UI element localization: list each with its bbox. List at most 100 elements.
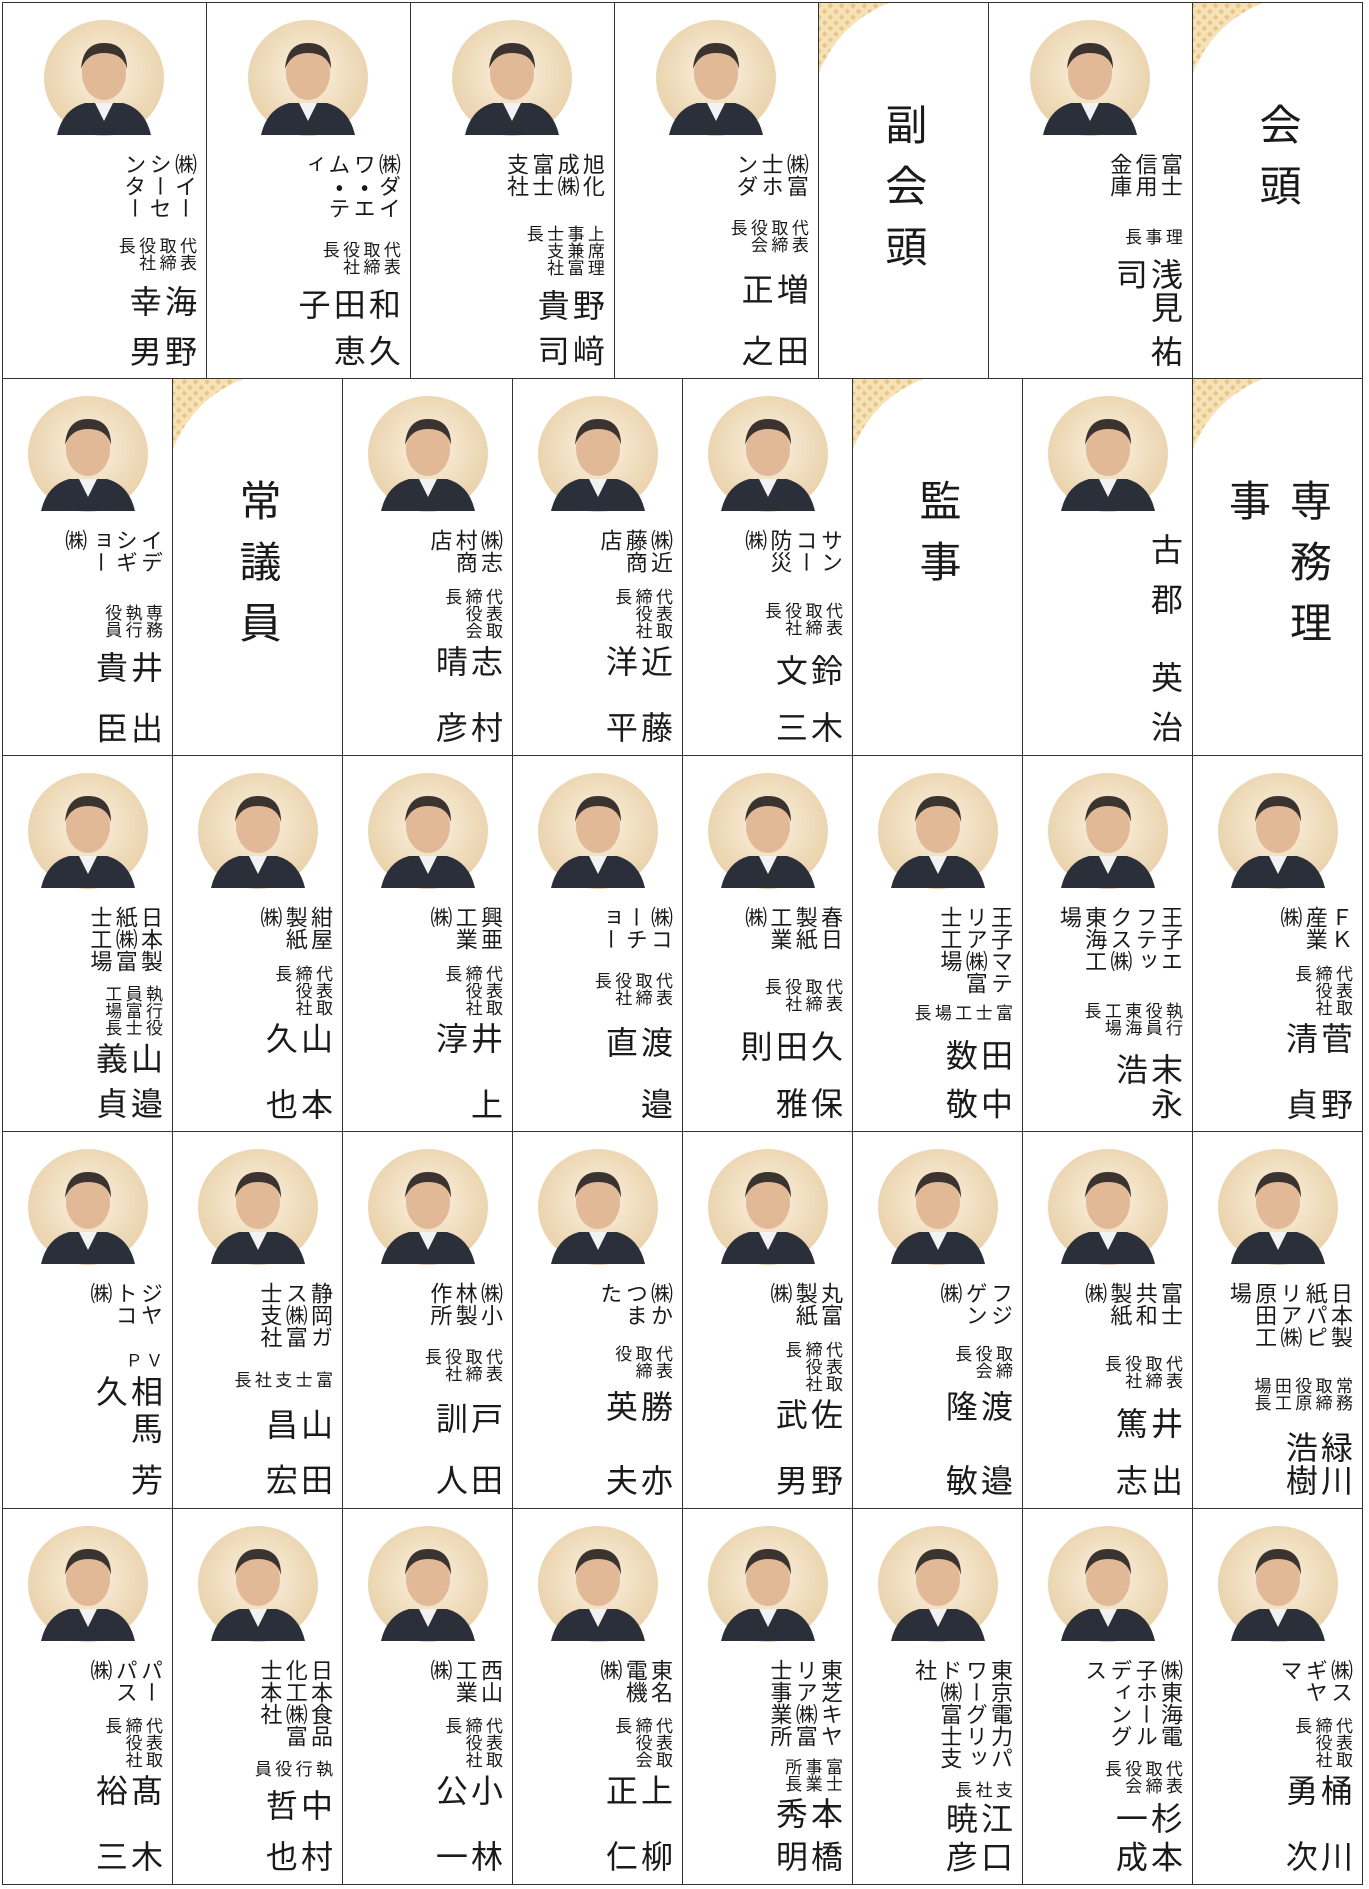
company: イデシギョー㈱ <box>61 529 162 574</box>
photo-frame <box>27 770 149 892</box>
company: 富士信用金庫 <box>1106 153 1182 197</box>
member-card: 紺屋製紙㈱ 代表取締役社長 山本 久也 <box>173 755 343 1132</box>
position: 代表取締役社長 <box>420 1348 502 1383</box>
photo-frame <box>367 1523 489 1645</box>
portrait <box>1047 1525 1168 1642</box>
member-name: 和久田恵子 <box>293 287 402 367</box>
photo-frame <box>367 770 489 892</box>
portrait <box>367 1149 488 1266</box>
corner-ornament <box>173 379 243 450</box>
company: ㈱富士ホンダ <box>732 153 808 197</box>
photo-frame <box>43 17 165 139</box>
member-text: 日本製紙㈱富士工場 執行役員富士工場長 山邉 義貞 <box>13 906 164 1120</box>
company: 丸富製紙㈱ <box>766 1282 842 1327</box>
photo-frame <box>247 17 369 139</box>
position: 常務取締役原田工場長 <box>1250 1376 1352 1411</box>
member-text: ㈱東海電子ホールディングス 代表取締役会長 杉本 一成 <box>1033 1659 1184 1873</box>
member-name: 末永 浩 <box>1110 1052 1184 1120</box>
portrait <box>707 772 828 889</box>
photo-frame <box>707 393 829 515</box>
company: 静岡ガス㈱富士支社 <box>256 1282 332 1349</box>
portrait <box>248 20 369 136</box>
member-name: 志村 晴彦 <box>430 645 504 743</box>
company: 日本食品化工㈱富士本社 <box>256 1658 332 1747</box>
member-name: 勝亦 英夫 <box>600 1389 674 1496</box>
member-text: 静岡ガス㈱富士支社 富士支社長 山田 昌宏 <box>183 1282 334 1495</box>
company: 紺屋製紙㈱ <box>256 905 332 950</box>
member-name: 鈴木 文三 <box>770 653 844 743</box>
photo-frame <box>197 1146 319 1268</box>
position: 代表取締役社長 <box>760 601 842 636</box>
member-text: イデシギョー㈱ 専務執行役員 井出 貴臣 <box>13 529 164 742</box>
portrait <box>537 772 658 889</box>
member-name: 中村 哲也 <box>260 1789 334 1873</box>
member-card: ㈱小林製作所 代表取締役社長 戸田 訓人 <box>343 1132 513 1508</box>
member-card: 日本製紙㈱富士工場 執行役員富士工場長 山邉 義貞 <box>3 755 173 1132</box>
member-name: 杉本 一成 <box>1110 1801 1184 1873</box>
photo-frame <box>707 1523 829 1645</box>
member-card: 王子マテリア㈱富士工場 富士工場長 田中 数敬 <box>853 755 1023 1132</box>
member-text: サンコー防災㈱代表取締役社長鈴木 文三 <box>693 529 844 743</box>
section-label: 専務理事 <box>1222 479 1333 663</box>
member-text: 日本食品化工㈱富士本社 執行役員 中村 哲也 <box>183 1658 334 1873</box>
company: パーパス㈱ <box>86 1658 162 1703</box>
position: ＶＰ <box>121 1352 162 1370</box>
photo-frame <box>537 1146 659 1268</box>
company: ㈱コーチョー <box>596 905 672 950</box>
member-text: ㈱スギヤマ 代表取締役社長 桶川 勇次 <box>1203 1659 1354 1872</box>
photo-frame <box>1217 1523 1339 1645</box>
member-card: ＦＫ産業㈱ 代表取締役社長 菅野 清貞 <box>1193 756 1362 1131</box>
position: 富士工場長 <box>910 1004 1012 1022</box>
member-card: サンコー防災㈱代表取締役社長鈴木 文三 <box>683 379 853 755</box>
photo-frame <box>451 17 573 139</box>
position: 代表取締役会長 <box>726 218 808 253</box>
position: 代表取締役社長 <box>114 236 196 271</box>
corner-ornament <box>818 3 889 73</box>
position: 理事長 <box>1121 228 1182 246</box>
company: 王子エフテックス㈱東海工場 <box>1055 905 1182 972</box>
member-name: 山邉 義貞 <box>90 1042 164 1120</box>
member-row: ジヤトコ㈱ ＶＰ 相馬 芳久 静岡ガス㈱富士支社 富士支社長 山田 昌宏 ㈱小林製作所 代表取… <box>3 1132 1362 1509</box>
member-card: ジヤトコ㈱ ＶＰ 相馬 芳久 <box>3 1132 173 1508</box>
member-card: 東京電力パワーグリッド㈱富士支社 支社長 江口 暁彦 <box>853 1508 1023 1885</box>
portrait <box>707 1525 828 1642</box>
member-card: 西山工業㈱ 代表取締役社長 小林 公一 <box>343 1508 513 1885</box>
member-text: ジヤトコ㈱ ＶＰ 相馬 芳久 <box>13 1282 164 1495</box>
company: サンコー防災㈱ <box>741 529 842 574</box>
position: 執行役員富士工場長 <box>101 984 162 1036</box>
portrait <box>1217 1149 1338 1266</box>
member-name: 上柳 正仁 <box>600 1774 674 1873</box>
member-text: ㈱志村商店 代表取締役会長 志村 晴彦 <box>353 529 504 743</box>
member-card: ㈱東海電子ホールディングス 代表取締役会長 杉本 一成 <box>1023 1508 1193 1885</box>
photo-frame <box>27 1146 149 1268</box>
position: 代表取締役社長 <box>441 964 502 1016</box>
photo-frame <box>877 1523 999 1645</box>
member-card: パーパス㈱ 代表取締役社長 髙木 裕三 <box>3 1508 173 1885</box>
member-text: 東芝キヤリア㈱富士事業所 富士事業所長 本橋 秀明 <box>693 1659 844 1872</box>
position: 代表取締役社長 <box>1100 1354 1182 1389</box>
company: 西山工業㈱ <box>426 1658 502 1703</box>
section-label-cell: 常議員 <box>173 379 343 755</box>
corner-ornament <box>1192 3 1263 73</box>
portrait <box>367 772 488 889</box>
member-row: パーパス㈱ 代表取締役社長 髙木 裕三 日本食品化工㈱富士本社 執行役員 中村 哲也 西山工… <box>3 1508 1362 1885</box>
photo-frame <box>367 1146 489 1268</box>
member-text: ㈱かつまた 代表取締役 勝亦 英夫 <box>523 1282 674 1496</box>
photo-frame <box>537 1523 659 1645</box>
portrait <box>1047 772 1168 889</box>
member-card: イデシギョー㈱ 専務執行役員 井出 貴臣 <box>3 379 173 755</box>
member-card: 日本製紙パピリア㈱原田工場 常務取締役原田工場長 緑川 浩樹 <box>1193 1132 1362 1507</box>
company: ㈱近藤商店 <box>596 529 672 574</box>
photo-frame <box>27 1523 149 1645</box>
position: 専務執行役員 <box>101 603 162 638</box>
position: 代表取締役社長 <box>1291 1717 1352 1769</box>
member-text: 丸富製紙㈱ 代表取締役社長 佐野 武男 <box>693 1282 844 1495</box>
member-text: ＦＫ産業㈱ 代表取締役社長 菅野 清貞 <box>1203 906 1354 1119</box>
member-text: 春日製紙工業㈱ 代表取締役社長 久保田雅則 <box>693 906 844 1119</box>
member-card: フジゲン㈱ 取締役会長 渡邉 隆敏 <box>853 1132 1023 1508</box>
member-text: 王子エフテックス㈱東海工場 執行役員東海工場長 末永 浩 <box>1033 905 1184 1120</box>
portrait <box>537 1149 658 1266</box>
company: ㈱ダイワ・エム・ティ <box>299 153 400 219</box>
member-text: 旭化成㈱富士支社 上席理事兼富士支社長 野﨑 貴司 <box>421 153 606 366</box>
